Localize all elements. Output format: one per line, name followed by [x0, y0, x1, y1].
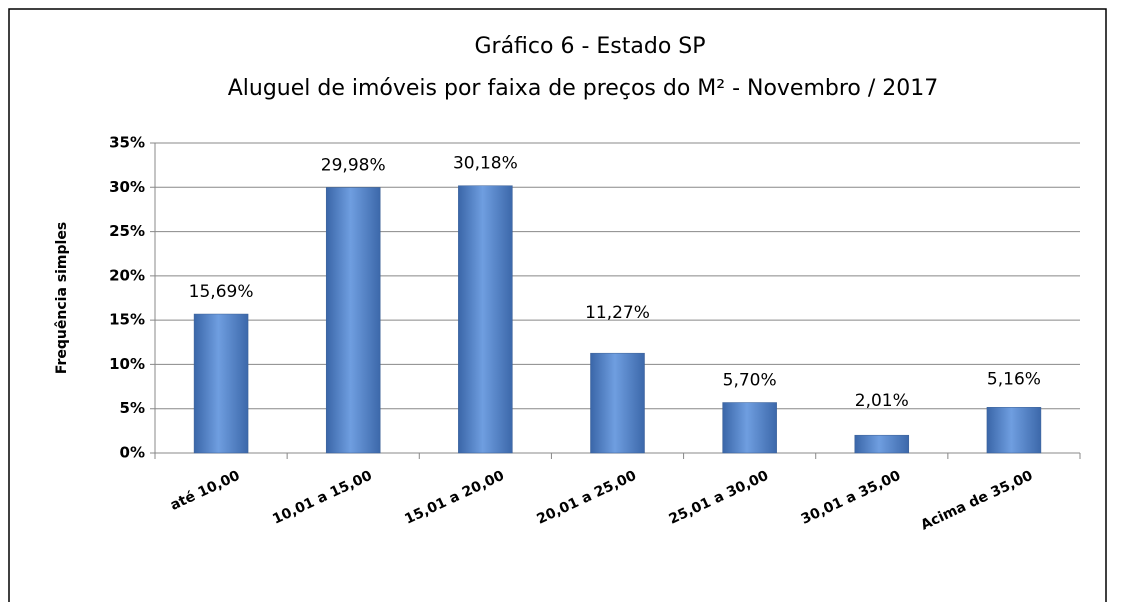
value-label: 15,69% — [189, 282, 254, 302]
x-tick-label: Acima de 35,00 — [918, 468, 1035, 534]
bar — [193, 313, 249, 454]
y-tick-label: 15% — [109, 311, 145, 329]
value-label: 2,01% — [855, 391, 909, 411]
x-tick-label: até 10,00 — [168, 468, 243, 514]
frame — [8, 8, 1107, 602]
y-tick-label: 25% — [109, 222, 145, 240]
x-tick-label: 10,01 a 15,00 — [270, 468, 375, 528]
value-label: 29,98% — [321, 155, 386, 175]
x-tick-label: 30,01 a 35,00 — [799, 468, 904, 528]
value-label: 30,18% — [453, 154, 518, 174]
y-tick-label: 5% — [120, 399, 145, 417]
y-tick-label: 35% — [109, 134, 145, 152]
value-label: 5,16% — [987, 369, 1041, 389]
x-tick-label: 20,01 a 25,00 — [534, 468, 639, 528]
bar — [458, 185, 513, 454]
y-tick-label: 10% — [109, 355, 145, 373]
bar — [986, 407, 1042, 454]
value-label: 11,27% — [585, 303, 650, 323]
x-tick-label: 25,01 a 30,00 — [667, 468, 772, 528]
bar — [854, 434, 910, 454]
y-tick-label: 20% — [109, 266, 145, 284]
y-tick-label: 30% — [109, 178, 145, 196]
x-tick-label: 15,01 a 20,00 — [402, 468, 507, 528]
chart-title: Gráfico 6 - Estado SP — [474, 34, 705, 59]
chart-subtitle: Aluguel de imóveis por faixa de preços d… — [228, 76, 939, 101]
bar — [590, 352, 645, 454]
bar — [325, 187, 381, 454]
value-label: 5,70% — [723, 371, 777, 391]
y-tick-label: 0% — [120, 444, 145, 462]
bar — [722, 402, 777, 454]
y-axis-title: Frequência simples — [54, 222, 70, 374]
